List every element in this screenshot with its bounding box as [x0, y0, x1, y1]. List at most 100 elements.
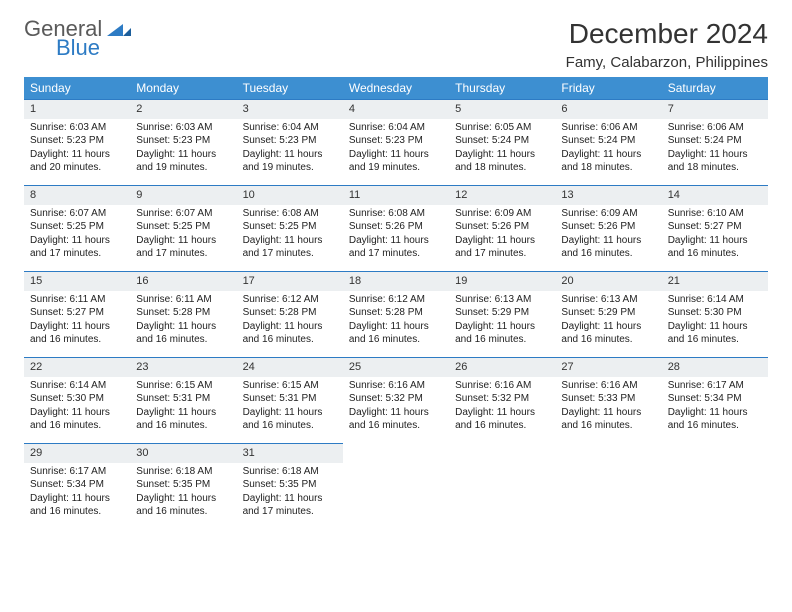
weekday-header-row: SundayMondayTuesdayWednesdayThursdayFrid… [24, 77, 768, 99]
day-body: Sunrise: 6:13 AMSunset: 5:29 PMDaylight:… [555, 291, 661, 351]
day-sunset: Sunset: 5:29 PM [455, 306, 549, 320]
day-number: 8 [24, 185, 130, 205]
calendar-day-cell: 25Sunrise: 6:16 AMSunset: 5:32 PMDayligh… [343, 357, 449, 443]
day-sunset: Sunset: 5:24 PM [561, 134, 655, 148]
day-number: 20 [555, 271, 661, 291]
day-sunset: Sunset: 5:29 PM [561, 306, 655, 320]
day-sunset: Sunset: 5:25 PM [30, 220, 124, 234]
day-number: 2 [130, 99, 236, 119]
day-body: Sunrise: 6:06 AMSunset: 5:24 PMDaylight:… [555, 119, 661, 179]
day-number: 1 [24, 99, 130, 119]
calendar-day-cell: 16Sunrise: 6:11 AMSunset: 5:28 PMDayligh… [130, 271, 236, 357]
calendar-day-cell: 19Sunrise: 6:13 AMSunset: 5:29 PMDayligh… [449, 271, 555, 357]
day-number: 31 [237, 443, 343, 463]
day-sunset: Sunset: 5:26 PM [455, 220, 549, 234]
day-number: 26 [449, 357, 555, 377]
calendar-day-cell: 12Sunrise: 6:09 AMSunset: 5:26 PMDayligh… [449, 185, 555, 271]
day-day: Daylight: 11 hours and 17 minutes. [243, 234, 337, 261]
day-day: Daylight: 11 hours and 17 minutes. [349, 234, 443, 261]
day-sunrise: Sunrise: 6:12 AM [349, 293, 443, 307]
day-day: Daylight: 11 hours and 20 minutes. [30, 148, 124, 175]
day-sunrise: Sunrise: 6:07 AM [136, 207, 230, 221]
calendar-week-row: 22Sunrise: 6:14 AMSunset: 5:30 PMDayligh… [24, 357, 768, 443]
day-number: 18 [343, 271, 449, 291]
day-body: Sunrise: 6:16 AMSunset: 5:33 PMDaylight:… [555, 377, 661, 437]
day-day: Daylight: 11 hours and 16 minutes. [136, 492, 230, 519]
day-number: 14 [662, 185, 768, 205]
logo: General Blue [24, 18, 131, 59]
day-day: Daylight: 11 hours and 19 minutes. [136, 148, 230, 175]
day-day: Daylight: 11 hours and 19 minutes. [349, 148, 443, 175]
day-sunset: Sunset: 5:24 PM [455, 134, 549, 148]
day-day: Daylight: 11 hours and 16 minutes. [136, 320, 230, 347]
day-number: 11 [343, 185, 449, 205]
calendar-day-cell: 6Sunrise: 6:06 AMSunset: 5:24 PMDaylight… [555, 99, 661, 185]
calendar-day-cell: 29Sunrise: 6:17 AMSunset: 5:34 PMDayligh… [24, 443, 130, 529]
weekday-header: Tuesday [237, 77, 343, 99]
day-number: 22 [24, 357, 130, 377]
header: General Blue December 2024 Famy, Calabar… [24, 18, 768, 71]
day-sunrise: Sunrise: 6:08 AM [243, 207, 337, 221]
day-sunset: Sunset: 5:27 PM [30, 306, 124, 320]
day-day: Daylight: 11 hours and 17 minutes. [136, 234, 230, 261]
title-block: December 2024 Famy, Calabarzon, Philippi… [566, 18, 768, 71]
day-number: 30 [130, 443, 236, 463]
day-day: Daylight: 11 hours and 18 minutes. [561, 148, 655, 175]
day-sunset: Sunset: 5:23 PM [136, 134, 230, 148]
day-day: Daylight: 11 hours and 17 minutes. [243, 492, 337, 519]
day-sunset: Sunset: 5:31 PM [136, 392, 230, 406]
day-sunrise: Sunrise: 6:10 AM [668, 207, 762, 221]
day-number: 5 [449, 99, 555, 119]
day-sunset: Sunset: 5:26 PM [561, 220, 655, 234]
day-day: Daylight: 11 hours and 17 minutes. [455, 234, 549, 261]
day-sunset: Sunset: 5:24 PM [668, 134, 762, 148]
day-number: 9 [130, 185, 236, 205]
day-sunset: Sunset: 5:30 PM [30, 392, 124, 406]
day-sunrise: Sunrise: 6:04 AM [349, 121, 443, 135]
calendar-body: 1Sunrise: 6:03 AMSunset: 5:23 PMDaylight… [24, 99, 768, 529]
day-sunset: Sunset: 5:23 PM [243, 134, 337, 148]
calendar-day-cell: 11Sunrise: 6:08 AMSunset: 5:26 PMDayligh… [343, 185, 449, 271]
day-day: Daylight: 11 hours and 16 minutes. [455, 320, 549, 347]
day-sunset: Sunset: 5:30 PM [668, 306, 762, 320]
day-body: Sunrise: 6:11 AMSunset: 5:28 PMDaylight:… [130, 291, 236, 351]
day-sunset: Sunset: 5:31 PM [243, 392, 337, 406]
weekday-header: Friday [555, 77, 661, 99]
calendar-day-cell: 27Sunrise: 6:16 AMSunset: 5:33 PMDayligh… [555, 357, 661, 443]
day-day: Daylight: 11 hours and 16 minutes. [30, 492, 124, 519]
day-body: Sunrise: 6:10 AMSunset: 5:27 PMDaylight:… [662, 205, 768, 265]
day-body: Sunrise: 6:13 AMSunset: 5:29 PMDaylight:… [449, 291, 555, 351]
calendar-day-cell: 30Sunrise: 6:18 AMSunset: 5:35 PMDayligh… [130, 443, 236, 529]
day-body: Sunrise: 6:18 AMSunset: 5:35 PMDaylight:… [237, 463, 343, 523]
calendar-week-row: 1Sunrise: 6:03 AMSunset: 5:23 PMDaylight… [24, 99, 768, 185]
day-number: 6 [555, 99, 661, 119]
day-body: Sunrise: 6:16 AMSunset: 5:32 PMDaylight:… [343, 377, 449, 437]
logo-text-blue: Blue [56, 37, 131, 59]
calendar-day-cell: 24Sunrise: 6:15 AMSunset: 5:31 PMDayligh… [237, 357, 343, 443]
logo-mark-icon [107, 18, 131, 36]
day-sunset: Sunset: 5:32 PM [455, 392, 549, 406]
calendar-week-row: 15Sunrise: 6:11 AMSunset: 5:27 PMDayligh… [24, 271, 768, 357]
weekday-header: Saturday [662, 77, 768, 99]
day-sunrise: Sunrise: 6:18 AM [243, 465, 337, 479]
day-body: Sunrise: 6:17 AMSunset: 5:34 PMDaylight:… [24, 463, 130, 523]
calendar-empty-cell [555, 443, 661, 529]
weekday-header: Sunday [24, 77, 130, 99]
day-number: 25 [343, 357, 449, 377]
day-sunset: Sunset: 5:33 PM [561, 392, 655, 406]
day-day: Daylight: 11 hours and 16 minutes. [668, 320, 762, 347]
day-body: Sunrise: 6:07 AMSunset: 5:25 PMDaylight:… [130, 205, 236, 265]
day-day: Daylight: 11 hours and 16 minutes. [668, 406, 762, 433]
day-body: Sunrise: 6:18 AMSunset: 5:35 PMDaylight:… [130, 463, 236, 523]
day-day: Daylight: 11 hours and 18 minutes. [668, 148, 762, 175]
day-sunset: Sunset: 5:23 PM [349, 134, 443, 148]
day-body: Sunrise: 6:08 AMSunset: 5:26 PMDaylight:… [343, 205, 449, 265]
day-sunset: Sunset: 5:34 PM [30, 478, 124, 492]
day-body: Sunrise: 6:17 AMSunset: 5:34 PMDaylight:… [662, 377, 768, 437]
day-sunrise: Sunrise: 6:11 AM [136, 293, 230, 307]
calendar-empty-cell [662, 443, 768, 529]
day-body: Sunrise: 6:09 AMSunset: 5:26 PMDaylight:… [555, 205, 661, 265]
day-body: Sunrise: 6:04 AMSunset: 5:23 PMDaylight:… [237, 119, 343, 179]
day-sunset: Sunset: 5:34 PM [668, 392, 762, 406]
day-sunset: Sunset: 5:35 PM [136, 478, 230, 492]
